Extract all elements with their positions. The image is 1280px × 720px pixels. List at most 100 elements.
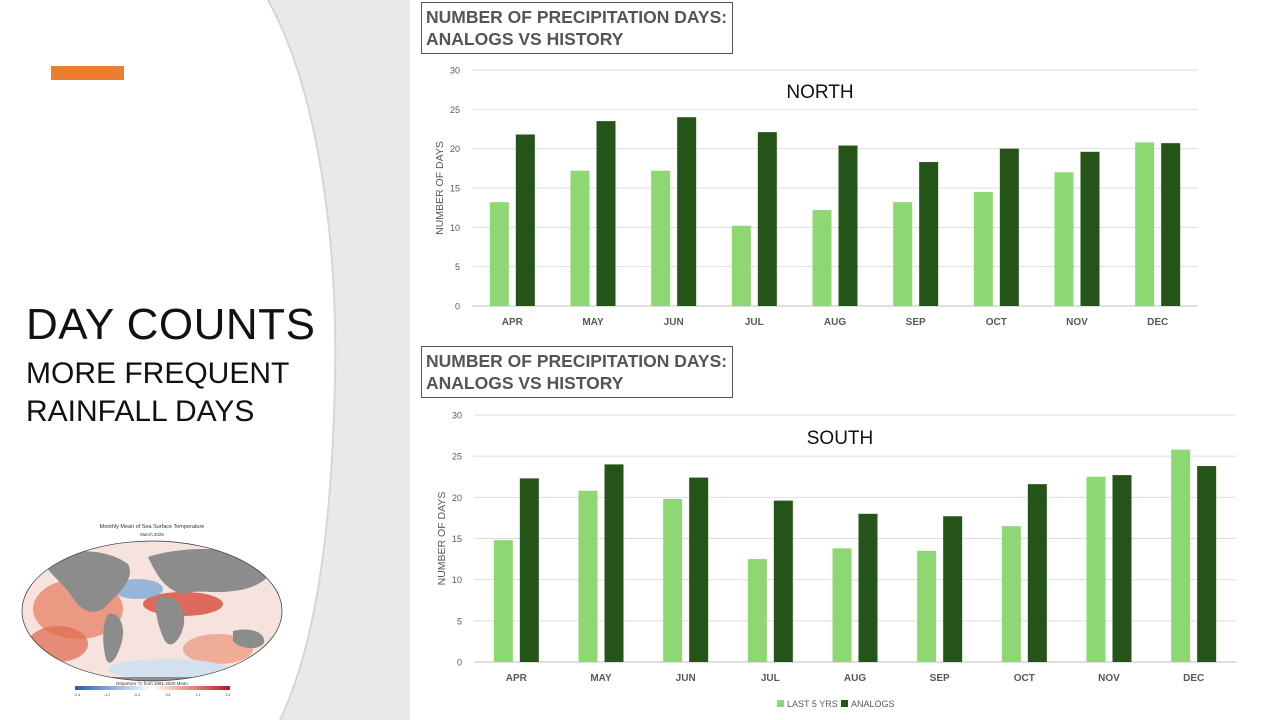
south-x-tick-label: MAY: [590, 673, 612, 684]
map-color-scale: [75, 686, 230, 690]
south-legend-label: LAST 5 YRS: [787, 699, 838, 709]
south-bar-last5: [1086, 476, 1106, 662]
south-chart-title: SOUTH: [807, 428, 874, 449]
globe-map: [22, 541, 282, 681]
north-y-tick-label: 5: [455, 262, 460, 272]
panel-curve-edge: [267, 0, 337, 720]
south-x-tick-label: SEP: [930, 673, 950, 684]
map-legend-tick: 1.2: [196, 693, 201, 697]
south-y-tick-label: 25: [452, 452, 462, 462]
north-x-tick-label: APR: [502, 317, 524, 328]
map-subtitle: March 2025: [140, 532, 164, 537]
south-x-tick-label: OCT: [1014, 673, 1035, 684]
north-y-tick-label: 15: [450, 184, 460, 194]
south-bar-analogs: [1112, 475, 1132, 662]
map-legend-tick: -2.4: [74, 693, 80, 697]
accent-bar: [51, 66, 124, 80]
south-x-tick-label: JUL: [761, 673, 780, 684]
map-legend-label: Departure °C from 1991-2020 Mean: [116, 681, 188, 686]
north-x-tick-label: JUN: [664, 317, 684, 328]
north-y-tick-label: 10: [450, 223, 460, 233]
map-legend-tick: 0.4: [166, 693, 171, 697]
south-y-axis-label: NUMBER OF DAYS: [436, 492, 448, 586]
north-x-tick-label: DEC: [1147, 317, 1168, 328]
north-caption-line-1: NUMBER OF PRECIPITATION DAYS:: [426, 7, 728, 27]
north-chart-title: NORTH: [786, 82, 853, 103]
map-legend-tick: -1.2: [104, 693, 110, 697]
north-x-tick-label: JUL: [745, 317, 764, 328]
south-chart-caption: NUMBER OF PRECIPITATION DAYS: ANALOGS VS…: [421, 346, 734, 398]
north-bar-last5: [570, 170, 590, 306]
north-bar-last5: [1054, 172, 1074, 306]
south-legend-swatch: [841, 700, 848, 707]
globe-outline: [21, 540, 283, 682]
north-bar-analogs: [999, 148, 1019, 306]
north-x-tick-label: NOV: [1066, 317, 1088, 328]
south-caption-line-1: NUMBER OF PRECIPITATION DAYS:: [426, 351, 728, 371]
north-x-tick-label: MAY: [582, 317, 604, 328]
south-bar-last5: [1001, 526, 1021, 662]
north-y-axis-label: NUMBER OF DAYS: [434, 141, 446, 235]
south-caption-line-2: ANALOGS VS HISTORY: [426, 373, 624, 393]
south-x-tick-label: DEC: [1183, 673, 1204, 684]
north-bar-last5: [731, 225, 751, 306]
north-bar-last5: [893, 202, 913, 306]
south-y-tick-label: 30: [452, 411, 462, 421]
north-bar-last5: [1135, 142, 1155, 306]
south-y-tick-label: 5: [457, 616, 462, 626]
north-bar-last5: [651, 170, 671, 306]
north-caption-line-2: ANALOGS VS HISTORY: [426, 29, 624, 49]
sst-map-figure: Monthly Mean of Sea Surface Temperature …: [18, 519, 288, 699]
north-bar-analogs: [838, 145, 858, 306]
south-y-tick-label: 0: [457, 658, 462, 668]
north-y-tick-label: 30: [450, 66, 460, 76]
north-bar-analogs: [1080, 151, 1100, 306]
north-y-tick-label: 25: [450, 105, 460, 115]
slide-subtitle-line-2: RAINFALL DAYS: [26, 395, 255, 428]
map-legend-tick: 2.4: [226, 693, 231, 697]
south-bar-last5: [493, 540, 513, 662]
south-bar-analogs: [1027, 484, 1047, 662]
south-bar-last5: [832, 548, 852, 662]
south-bar-analogs: [943, 516, 963, 662]
north-bar-analogs: [515, 134, 535, 306]
north-x-tick-label: AUG: [824, 317, 846, 328]
north-y-tick-label: 0: [455, 302, 460, 312]
map-title: Monthly Mean of Sea Surface Temperature: [100, 524, 205, 530]
north-x-tick-label: OCT: [986, 317, 1007, 328]
south-bar-last5: [917, 550, 937, 662]
north-bar-last5: [973, 191, 993, 306]
slide-title: DAY COUNTS: [26, 300, 316, 349]
south-legend-label: ANALOGS: [851, 699, 895, 709]
north-bar-analogs: [596, 121, 616, 306]
north-bar-analogs: [677, 117, 697, 306]
south-bar-analogs: [858, 513, 878, 662]
south-bar-last5: [747, 559, 767, 662]
north-bar-last5: [489, 202, 509, 306]
south-bar-last5: [578, 490, 598, 662]
south-bar-analogs: [604, 464, 624, 662]
north-bar-analogs: [919, 162, 939, 306]
south-x-tick-label: JUN: [676, 673, 696, 684]
south-x-tick-label: APR: [506, 673, 528, 684]
south-y-tick-label: 10: [452, 575, 462, 585]
north-x-tick-label: SEP: [906, 317, 926, 328]
north-bar-last5: [812, 210, 832, 306]
north-y-tick-label: 20: [450, 144, 460, 154]
south-y-tick-label: 15: [452, 534, 462, 544]
south-bar-last5: [1171, 449, 1191, 662]
south-bar-analogs: [1197, 466, 1217, 662]
map-legend-ticks: -2.4 -1.2 -0.4 0.4 1.2 2.4: [74, 693, 230, 697]
slide-subtitle-line-1: MORE FREQUENT: [26, 357, 290, 390]
south-x-tick-label: AUG: [844, 673, 866, 684]
south-bar-analogs: [773, 500, 793, 662]
south-y-tick-label: 20: [452, 493, 462, 503]
left-panel: DAY COUNTS MORE FREQUENT RAINFALL DAYS M…: [0, 0, 360, 720]
north-chart-caption: NUMBER OF PRECIPITATION DAYS: ANALOGS VS…: [421, 2, 734, 54]
north-bar-analogs: [1161, 143, 1181, 306]
south-x-tick-label: NOV: [1098, 673, 1120, 684]
south-bar-analogs: [519, 478, 539, 662]
south-bar-last5: [663, 498, 683, 662]
